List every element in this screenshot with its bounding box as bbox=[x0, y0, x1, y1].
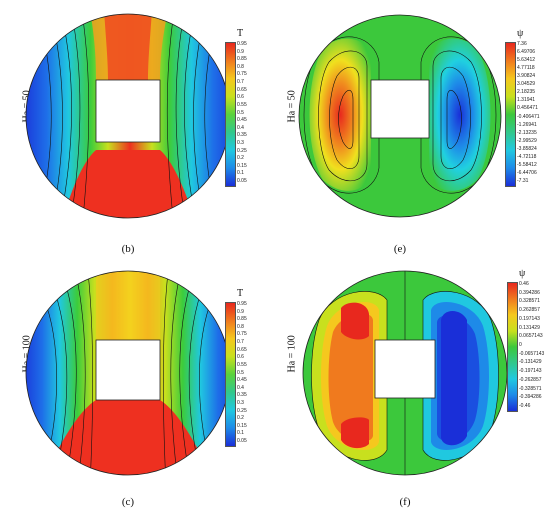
legend-c-label: 0.85 bbox=[237, 316, 247, 323]
legend-f-title: ψ bbox=[519, 268, 526, 279]
legend-b-label: 0.65 bbox=[237, 86, 247, 93]
legend-f-label: 0.394286 bbox=[519, 289, 540, 296]
legend-f-label: 0.0657143 bbox=[519, 333, 543, 340]
legend-c-label: 0.1 bbox=[237, 430, 244, 437]
legend-e-label: 3.04529 bbox=[517, 81, 536, 88]
inner-square bbox=[95, 339, 161, 401]
legend-c-label: 0.9 bbox=[237, 308, 244, 315]
legend-c-label: 0.65 bbox=[237, 346, 247, 353]
legend-f-label: 0.328571 bbox=[519, 298, 540, 305]
panel-b: Ha = 50 bbox=[0, 0, 275, 260]
legend-c-label: 0.95 bbox=[237, 301, 247, 307]
inner-square bbox=[370, 79, 430, 139]
legend-b-label: 0.45 bbox=[237, 117, 247, 124]
legend-b-label: 0.95 bbox=[237, 41, 247, 47]
legend-c-colorbar bbox=[225, 302, 236, 447]
legend-c-label: 0.4 bbox=[237, 384, 244, 391]
streamline-contour-ha50 bbox=[298, 14, 502, 218]
legend-f-label: 0 bbox=[519, 342, 522, 348]
legend-b-label: 0.8 bbox=[237, 63, 244, 70]
legend-e-label: 7.36 bbox=[517, 41, 527, 47]
legend-e-label: 4.77118 bbox=[517, 65, 535, 72]
legend-c-label: 0.8 bbox=[237, 323, 244, 330]
temperature-contour-ha50 bbox=[25, 13, 231, 219]
legend-e-label: -7.31 bbox=[517, 178, 529, 184]
legend-f-label: -0.0657143 bbox=[519, 350, 545, 357]
panel-c: Ha = 100 bbox=[0, 260, 275, 515]
legend-b-title: T bbox=[237, 28, 244, 39]
inner-square bbox=[95, 79, 161, 143]
legend-e-label: 3.90824 bbox=[517, 73, 536, 80]
caption-b: (b) bbox=[121, 243, 135, 255]
legend-b-label: 0.05 bbox=[237, 178, 247, 184]
legend-b-label: 0.15 bbox=[237, 162, 247, 169]
legend-e-label: -5.58412 bbox=[517, 161, 537, 168]
legend-c-label: 0.3 bbox=[237, 399, 244, 406]
legend-b-label: 0.55 bbox=[237, 101, 247, 108]
legend-b-label: 0.35 bbox=[237, 132, 247, 139]
legend-c-label: 0.15 bbox=[237, 422, 247, 429]
caption-f: (f) bbox=[399, 496, 411, 508]
legend-e-label: 0.456471 bbox=[517, 105, 538, 112]
legend-b-label: 0.6 bbox=[237, 94, 244, 101]
caption-e: (e) bbox=[393, 243, 407, 255]
legend-b-colorbar bbox=[225, 42, 236, 187]
legend-c-label: 0.5 bbox=[237, 369, 244, 376]
legend-f-label: -0.131429 bbox=[519, 359, 542, 366]
legend-e-label: 5.63412 bbox=[517, 57, 536, 64]
inner-square bbox=[374, 339, 436, 399]
legend-e-label: -6.44706 bbox=[517, 169, 537, 176]
legend-e-label: -3.85824 bbox=[517, 145, 537, 152]
legend-b-label: 0.75 bbox=[237, 71, 247, 78]
legend-f-label: -0.46 bbox=[519, 403, 531, 409]
legend-f-label: -0.262857 bbox=[519, 376, 542, 383]
legend-b-label: 0.3 bbox=[237, 139, 244, 146]
legend-f-label: 0.46 bbox=[519, 281, 529, 287]
caption-c: (c) bbox=[121, 496, 135, 508]
legend-b-label: 0.1 bbox=[237, 170, 244, 177]
legend-f-label: -0.394286 bbox=[519, 394, 542, 401]
legend-e-label: 2.18235 bbox=[517, 89, 536, 96]
legend-c-label: 0.75 bbox=[237, 331, 247, 338]
legend-b-label: 0.25 bbox=[237, 147, 247, 154]
legend-c-title: T bbox=[237, 288, 244, 299]
legend-e-label: -2.99529 bbox=[517, 137, 537, 144]
legend-b-label: 0.4 bbox=[237, 124, 244, 131]
temperature-contour-ha100 bbox=[25, 270, 231, 476]
legend-f-label: 0.262857 bbox=[519, 307, 540, 314]
legend-e-label: 6.49706 bbox=[517, 49, 536, 56]
legend-f-label: 0.197143 bbox=[519, 315, 540, 322]
panel-e: Ha = 50 bbox=[275, 0, 550, 260]
legend-f-label: 0.131429 bbox=[519, 324, 540, 331]
panel-f: Ha = 100 ψ 0.46 0.394286 0.32857 bbox=[275, 260, 550, 515]
legend-c-label: 0.7 bbox=[237, 339, 244, 346]
legend-b-label: 0.7 bbox=[237, 79, 244, 86]
legend-c-label: 0.2 bbox=[237, 415, 244, 422]
legend-c-label: 0.35 bbox=[237, 392, 247, 399]
legend-f-colorbar bbox=[507, 282, 518, 412]
legend-b-label: 0.85 bbox=[237, 56, 247, 63]
legend-e-label: -0.406471 bbox=[517, 113, 540, 120]
legend-e-label: 1.31941 bbox=[517, 97, 536, 104]
legend-b-label: 0.5 bbox=[237, 109, 244, 116]
legend-f-label: -0.197143 bbox=[519, 368, 542, 375]
legend-e-label: -4.72118 bbox=[517, 153, 537, 160]
legend-b-label: 0.2 bbox=[237, 155, 244, 162]
legend-e-label: -1.26941 bbox=[517, 121, 537, 128]
legend-e-colorbar bbox=[505, 42, 516, 187]
legend-c-label: 0.55 bbox=[237, 361, 247, 368]
legend-c-label: 0.05 bbox=[237, 438, 247, 444]
legend-c-label: 0.6 bbox=[237, 354, 244, 361]
streamline-contour-ha100 bbox=[302, 270, 508, 476]
legend-c-label: 0.45 bbox=[237, 377, 247, 384]
legend-e-title: ψ bbox=[517, 28, 524, 39]
legend-b-label: 0.9 bbox=[237, 48, 244, 55]
legend-e-label: -2.13235 bbox=[517, 129, 537, 136]
legend-c-label: 0.25 bbox=[237, 407, 247, 414]
legend-f-label: -0.328571 bbox=[519, 385, 542, 392]
